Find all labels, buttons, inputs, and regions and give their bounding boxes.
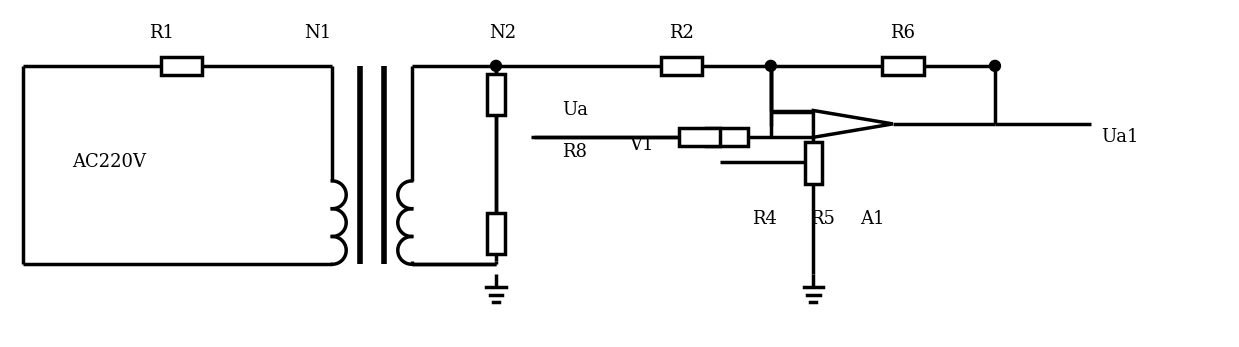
Bar <box>804 142 823 184</box>
Text: Ua1: Ua1 <box>1101 128 1139 146</box>
Bar <box>161 57 202 75</box>
Text: AC220V: AC220V <box>72 153 146 171</box>
Text: N1: N1 <box>304 24 331 42</box>
Text: V1: V1 <box>629 136 654 154</box>
Circle shape <box>990 60 1000 71</box>
Text: R6: R6 <box>890 24 916 42</box>
Bar <box>660 57 703 75</box>
Text: R4: R4 <box>752 210 777 228</box>
Text: R1: R1 <box>149 24 175 42</box>
Bar <box>679 128 720 146</box>
Circle shape <box>766 60 777 71</box>
Text: R8: R8 <box>563 143 587 161</box>
Text: R5: R5 <box>810 210 835 228</box>
Bar <box>882 57 923 75</box>
Text: Ua: Ua <box>563 101 589 119</box>
Text: N2: N2 <box>489 24 517 42</box>
Bar <box>706 128 748 146</box>
Text: A1: A1 <box>860 210 885 228</box>
Text: R2: R2 <box>669 24 694 42</box>
Bar <box>487 213 506 254</box>
Bar <box>487 74 506 116</box>
Circle shape <box>491 60 502 71</box>
